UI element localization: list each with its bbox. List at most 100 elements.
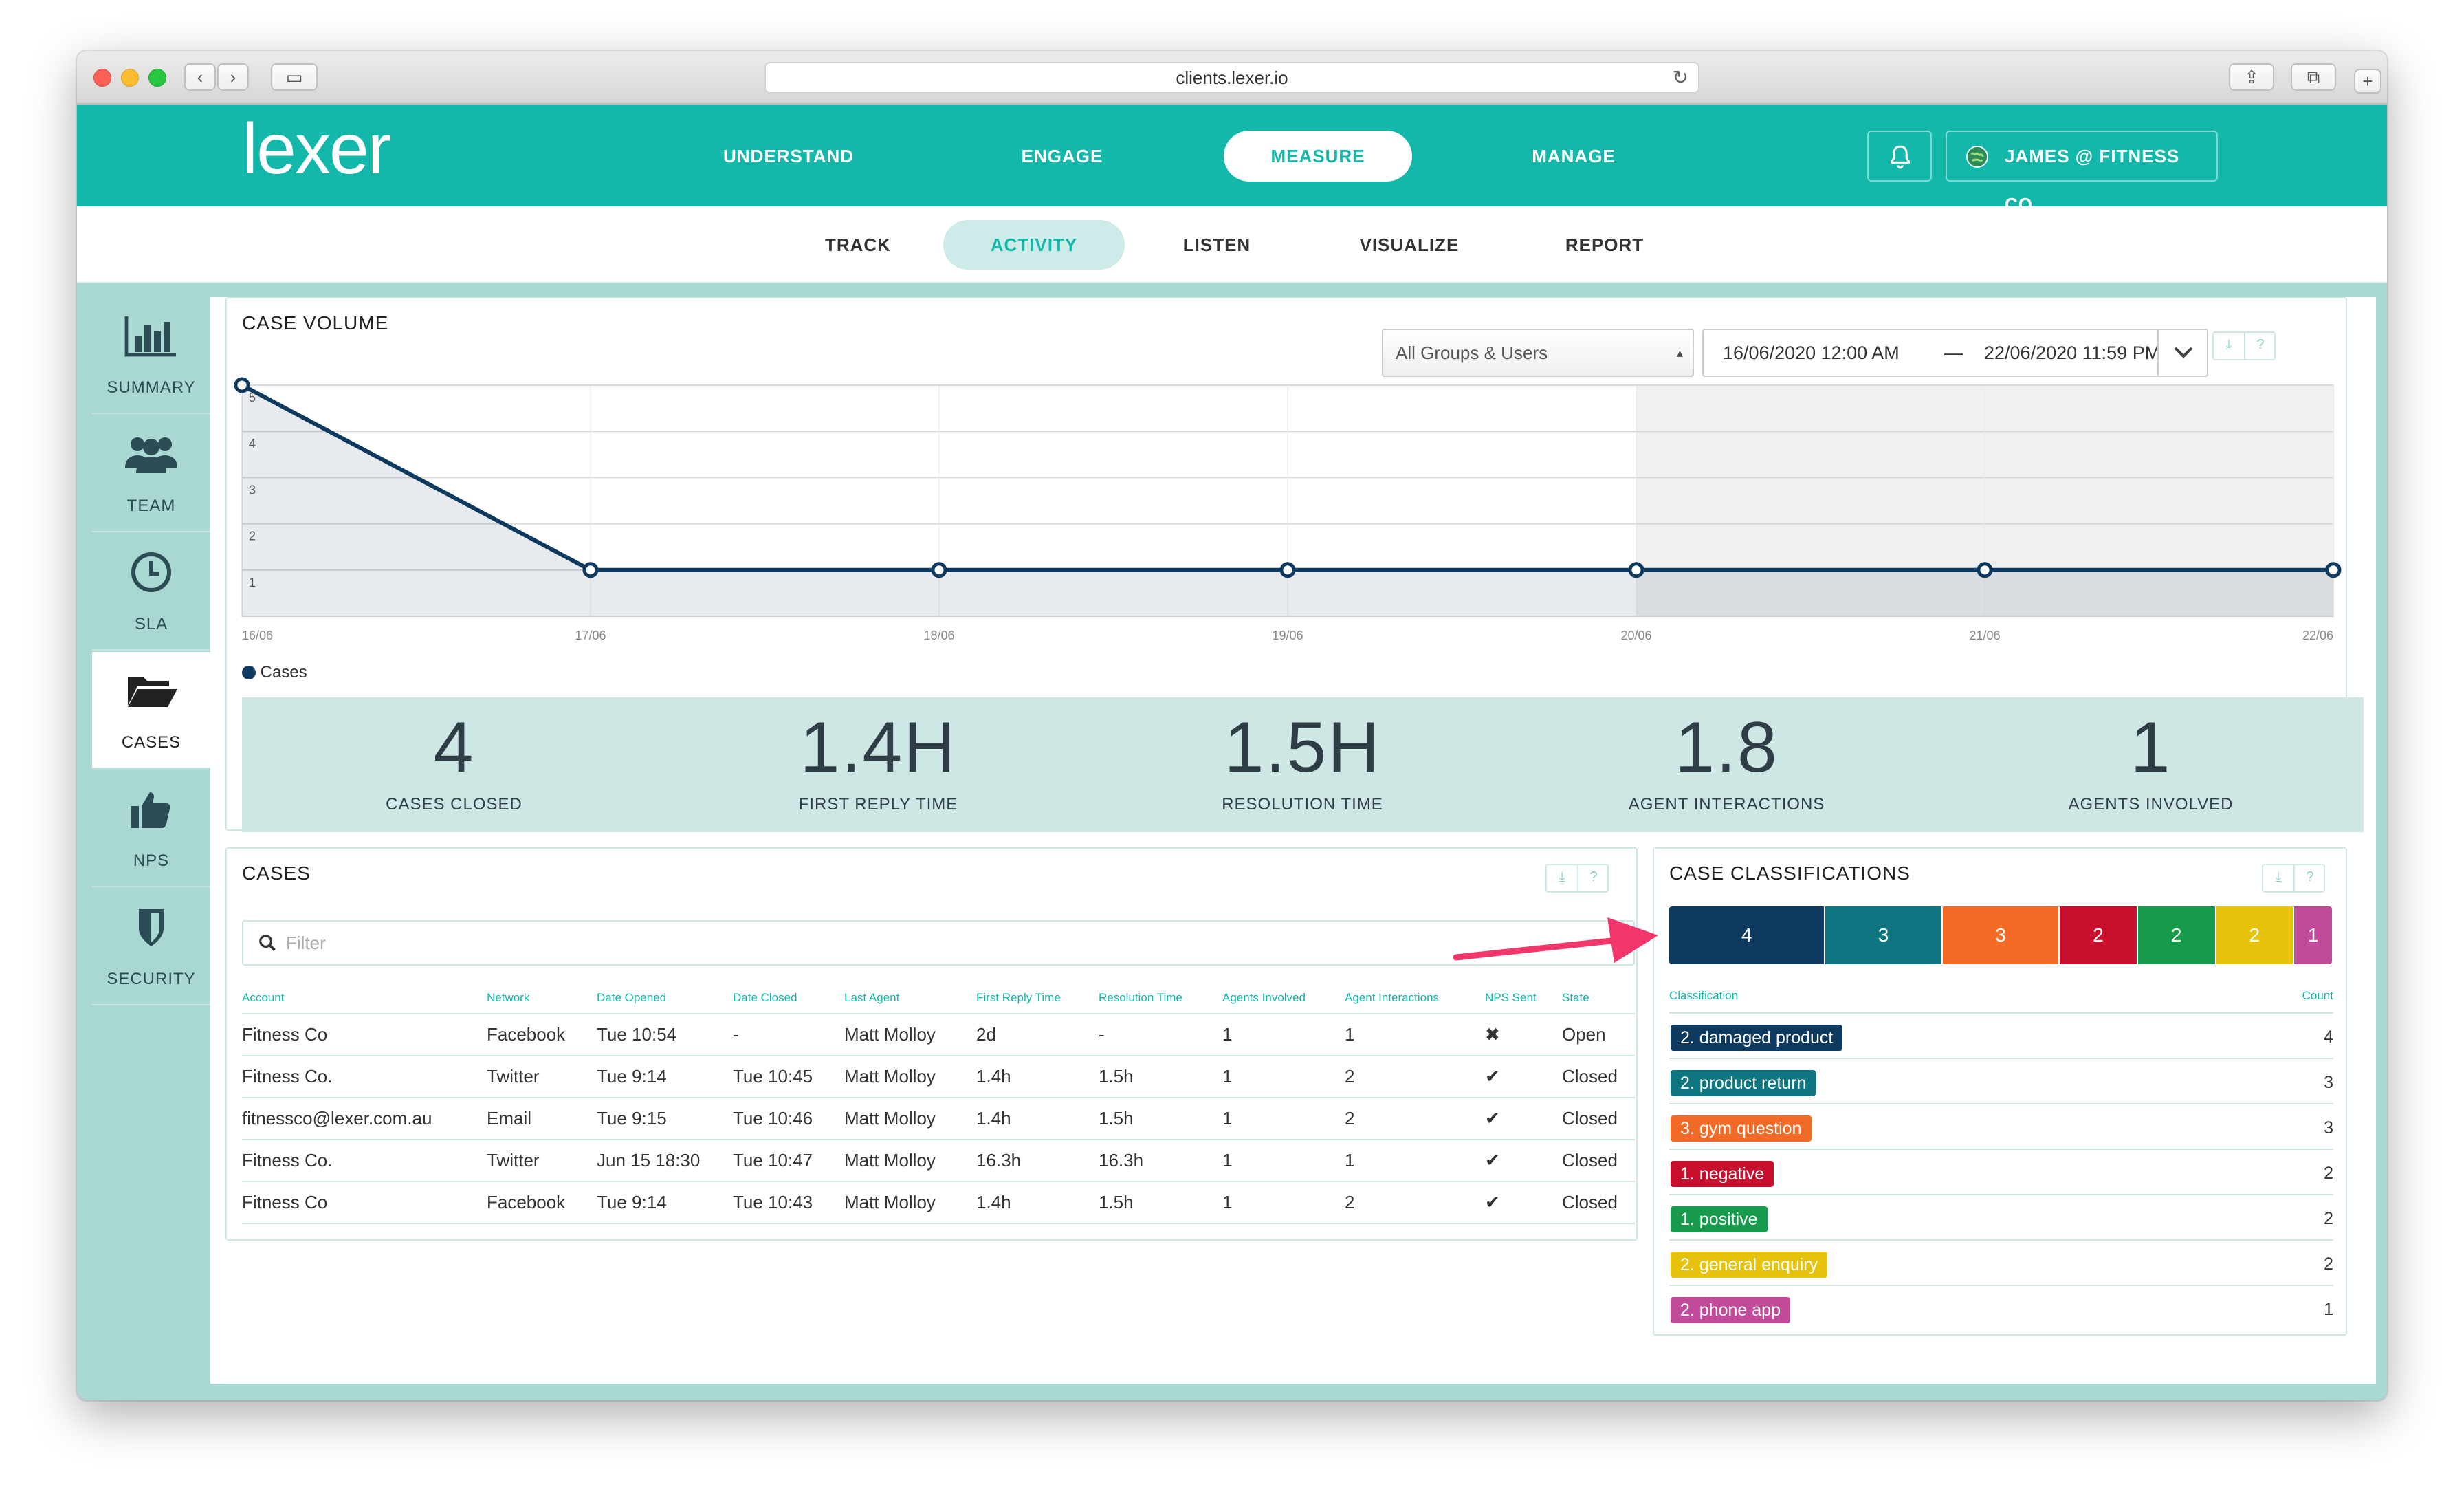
back-arrow-icon[interactable]: ‹ [184,63,216,91]
forward-arrow-icon[interactable]: › [217,63,249,91]
stat-value: 4 [433,708,475,787]
classification-row[interactable]: 2. product return 3 [1669,1058,2333,1103]
sidebar-item-summary[interactable]: SUMMARY [92,297,210,414]
date-range-picker[interactable]: 16/06/2020 12:00 AM — 22/06/2020 11:59 P… [1702,329,2208,377]
new-tab-icon[interactable]: + [2354,69,2382,94]
classification-row[interactable]: 2. general enquiry 2 [1669,1239,2333,1285]
sidebar-toggle-icon[interactable]: ▭ [271,63,318,91]
x-tick-label: 21/06 [1969,629,2000,642]
classification-segment[interactable]: 2 [2137,906,2215,964]
lexer-logo[interactable]: lexer [242,120,476,188]
classification-tag[interactable]: 2. damaged product [1671,1025,1843,1051]
table-row[interactable]: fitnessco@lexer.com.au Email Tue 9:15 Tu… [242,1098,1635,1140]
table-row[interactable]: Fitness Co. Twitter Tue 9:14 Tue 10:45 M… [242,1056,1635,1098]
classification-tag[interactable]: 1. positive [1671,1206,1768,1232]
sidebar-item-security[interactable]: SECURITY [92,889,210,1005]
minimize-window-icon[interactable] [121,69,139,87]
classification-tag[interactable]: 2. general enquiry [1671,1252,1828,1278]
cell-date-closed: Tue 10:46 [733,1098,844,1140]
classification-row[interactable]: 1. positive 2 [1669,1194,2333,1239]
user-account-button[interactable]: JAMES @ FITNESS CO. [1946,131,2218,215]
address-bar[interactable]: clients.lexer.io ↻ [764,62,1700,94]
cell-last-agent: Matt Molloy [844,1098,976,1140]
nps-check-icon: ✔ [1485,1056,1562,1098]
maximize-window-icon[interactable] [148,69,166,87]
nav-manage[interactable]: MANAGE [1532,146,1616,166]
sidebar-item-cases[interactable]: CASES [92,652,210,769]
tab-activity[interactable]: ACTIVITY [943,220,1125,270]
classification-tag[interactable]: 3. gym question [1671,1115,1812,1142]
nav-engage[interactable]: ENGAGE [1021,146,1103,166]
cell-date-closed: - [733,1014,844,1056]
col-agent-interactions[interactable]: Agent Interactions [1345,982,1485,1014]
classification-segment[interactable]: 3 [1825,906,1942,964]
stat-label: CASES CLOSED [386,795,522,814]
table-row[interactable]: Fitness Co. Twitter Jun 15 18:30 Tue 10:… [242,1140,1635,1182]
team-icon [125,437,177,473]
sidebar-item-nps[interactable]: NPS [92,770,210,887]
main-content: CASE VOLUME All Groups & Users ▴▾ 16/06/… [210,297,2376,1384]
col-account[interactable]: Account [242,982,487,1014]
col-state[interactable]: State [1562,982,1635,1014]
nav-measure[interactable]: MEASURE [1224,131,1412,182]
case-volume-chart: 1 2 3 4 5 16/06 17/06 18/06 19/06 20/06 21/06 22/06 [234,377,2342,642]
col-nps-sent[interactable]: NPS Sent [1485,982,1562,1014]
col-agents-involved[interactable]: Agents Involved [1222,982,1345,1014]
date-range-dropdown[interactable] [2157,330,2207,376]
classification-segment[interactable]: 2 [2216,906,2294,964]
classification-segment[interactable]: 1 [2294,906,2332,964]
notifications-button[interactable] [1867,131,1932,182]
col-network[interactable]: Network [487,982,597,1014]
clock-icon [131,552,171,592]
tab-report[interactable]: REPORT [1565,235,1644,255]
col-last-agent[interactable]: Last Agent [844,982,976,1014]
download-icon[interactable]: ⤓ [1559,869,1565,884]
help-button[interactable]: ? [2256,337,2265,352]
stats-panel: 4 CASES CLOSED 1.4H FIRST REPLY TIME 1.5… [242,697,2364,832]
shield-icon [139,909,164,946]
tab-listen[interactable]: LISTEN [1182,235,1251,255]
tab-visualize[interactable]: VISUALIZE [1359,235,1460,255]
classification-segment[interactable]: 2 [2060,906,2137,964]
classification-tag[interactable]: 2. phone app [1671,1297,1790,1323]
col-first-reply-time[interactable]: First Reply Time [976,982,1099,1014]
classification-count: 2 [2324,1254,2333,1274]
col-date-opened[interactable]: Date Opened [597,982,733,1014]
table-row[interactable]: Fitness Co Facebook Tue 10:54 - Matt Mol… [242,1014,1635,1056]
help-button[interactable]: ? [2306,869,2314,884]
cases-filter-input[interactable]: Filter [242,920,1635,966]
cell-date-closed: Tue 10:45 [733,1056,844,1098]
tab-track[interactable]: TRACK [825,235,891,255]
nav-understand[interactable]: UNDERSTAND [723,146,855,166]
close-window-icon[interactable] [94,69,111,87]
classification-row[interactable]: 2. damaged product 4 [1669,1012,2333,1058]
cell-date-opened: Tue 9:14 [597,1056,733,1098]
classification-row[interactable]: 1. negative 2 [1669,1149,2333,1194]
classification-tag[interactable]: 2. product return [1671,1070,1816,1096]
sidebar-item-label: CASES [121,733,182,752]
table-row[interactable]: Fitness Co Facebook Tue 9:14 Tue 10:43 M… [242,1182,1635,1224]
classification-segment[interactable]: 4 [1669,906,1825,964]
download-icon[interactable]: ⤓ [2275,869,2282,884]
sidebar-item-sla[interactable]: SLA [92,534,210,651]
col-resolution-time[interactable]: Resolution Time [1099,982,1222,1014]
tabs-overview-icon[interactable]: ⧉ [2291,63,2336,91]
reload-icon[interactable]: ↻ [1672,67,1688,88]
sidebar-item-team[interactable]: TEAM [92,415,210,532]
classification-row[interactable]: 2. phone app 1 [1669,1285,2333,1330]
nps-cross-icon: ✖ [1485,1014,1562,1056]
date-separator: — [1944,342,1963,363]
cell-resolution-time: 1.5h [1099,1056,1222,1098]
classification-row[interactable]: 3. gym question 3 [1669,1103,2333,1149]
groups-users-select[interactable]: All Groups & Users ▴▾ [1382,329,1694,405]
classification-tag[interactable]: 1. negative [1671,1161,1774,1187]
lexer-logo-mark: lexer [242,120,392,188]
classification-segment[interactable]: 3 [1942,906,2059,964]
help-button[interactable]: ? [1590,869,1598,884]
search-icon [259,935,276,951]
cell-last-agent: Matt Molloy [844,1140,976,1182]
nps-check-icon: ✔ [1485,1140,1562,1182]
download-icon[interactable]: ⤓ [2225,337,2232,352]
col-date-closed[interactable]: Date Closed [733,982,844,1014]
share-icon[interactable]: ⇪ [2229,63,2274,91]
